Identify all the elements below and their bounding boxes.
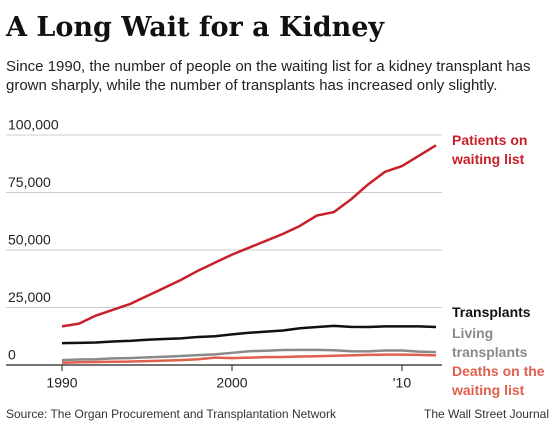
y-tick-label: 100,000 xyxy=(8,117,59,133)
series-line xyxy=(61,353,437,364)
y-tick-label: 75,000 xyxy=(8,174,51,190)
series-line xyxy=(61,348,437,362)
x-tick-label: '10 xyxy=(393,375,411,391)
credit: The Wall Street Journal xyxy=(424,407,549,421)
legend-label: Patients on waiting list xyxy=(452,132,528,167)
x-tick-label: 1990 xyxy=(46,375,77,391)
legend-label: Transplants xyxy=(452,304,531,320)
legend-label: Deaths on the waiting list xyxy=(452,363,545,398)
chart-subtitle: Since 1990, the number of people on the … xyxy=(6,58,531,94)
series-line xyxy=(61,324,437,345)
legend-label: Living transplants xyxy=(452,325,528,360)
x-tick-label: 2000 xyxy=(216,375,247,391)
source: Source: The Organ Procurement and Transp… xyxy=(6,407,336,421)
series-line xyxy=(61,144,437,328)
y-tick-label: 25,000 xyxy=(8,289,51,305)
y-tick-label: 0 xyxy=(8,347,16,363)
chart-title: A Long Wait for a Kidney xyxy=(6,12,385,43)
y-tick-label: 50,000 xyxy=(8,232,51,248)
